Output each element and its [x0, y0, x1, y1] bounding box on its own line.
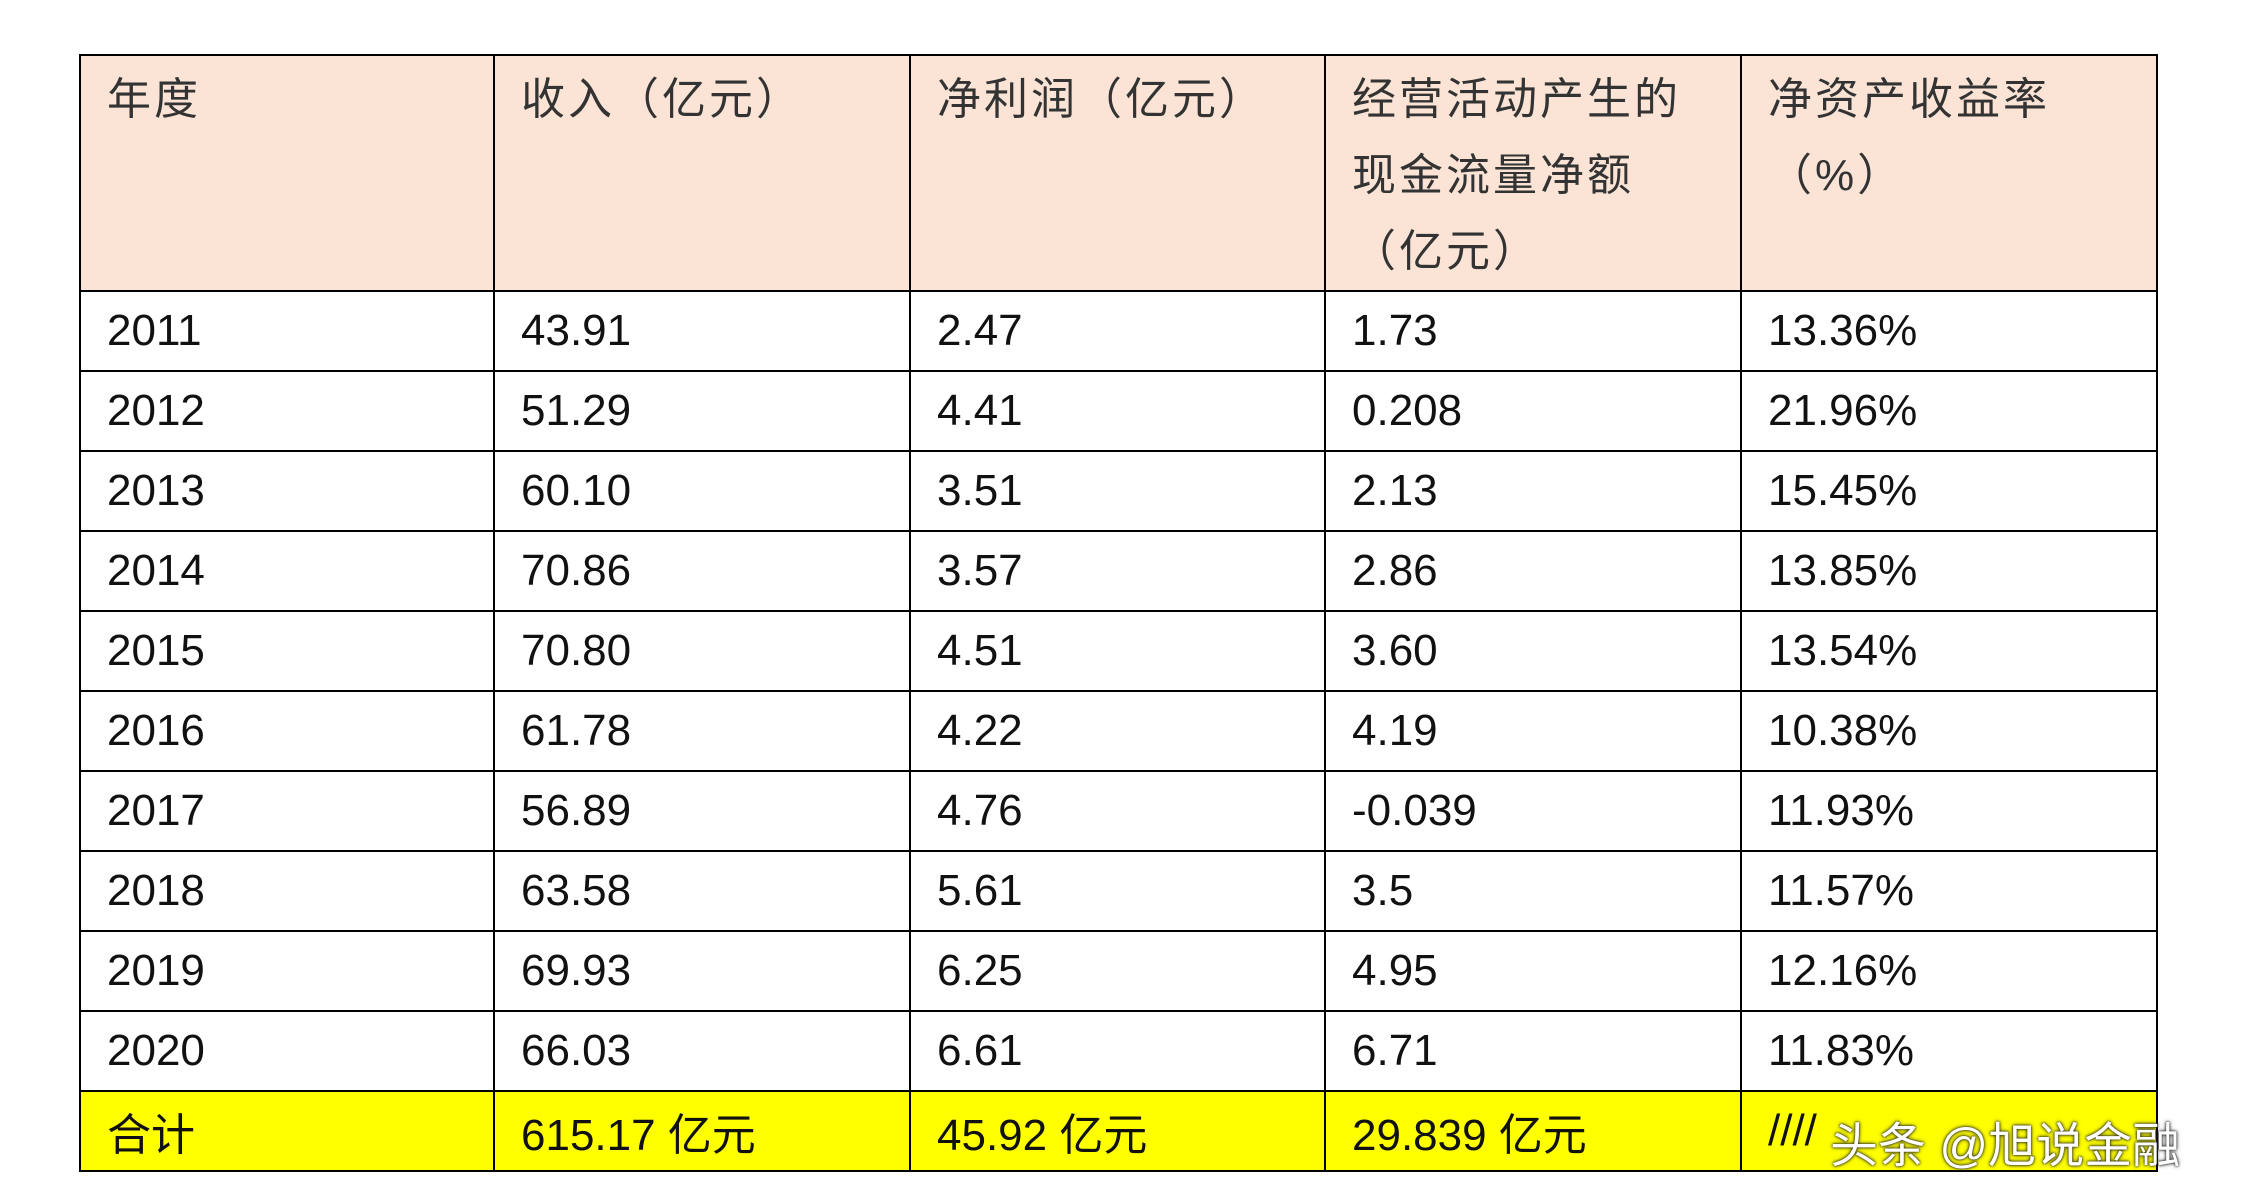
body-cell: -0.039: [1324, 770, 1742, 852]
total-cell: 45.92 亿元: [909, 1090, 1326, 1172]
body-cell: 60.10: [493, 450, 911, 532]
body-cell: 2014: [79, 530, 495, 612]
body-cell: 4.19: [1324, 690, 1742, 772]
head-cell: 净利润（亿元）: [909, 54, 1326, 292]
body-row: 2014 70.86 3.57 2.86 13.85%: [79, 530, 2158, 612]
body-cell: 2013: [79, 450, 495, 532]
body-cell: 15.45%: [1740, 450, 2158, 532]
body-row: 2017 56.89 4.76 -0.039 11.93%: [79, 770, 2158, 852]
total-cell: 合计: [79, 1090, 495, 1172]
body-cell: 4.41: [909, 370, 1326, 452]
body-cell: 11.83%: [1740, 1010, 2158, 1092]
body-cell: 6.61: [909, 1010, 1326, 1092]
watermark: 头条 @旭说金融: [1830, 1120, 2181, 1173]
body-cell: 12.16%: [1740, 930, 2158, 1012]
total-cell: 615.17 亿元: [493, 1090, 911, 1172]
body-cell: 61.78: [493, 690, 911, 772]
body-cell: 2020: [79, 1010, 495, 1092]
body-cell: 6.71: [1324, 1010, 1742, 1092]
body-cell: 51.29: [493, 370, 911, 452]
body-row: 2016 61.78 4.22 4.19 10.38%: [79, 690, 2158, 772]
total-cell: ////: [1740, 1090, 2158, 1172]
head-cell: 收入（亿元）: [493, 54, 911, 292]
body-cell: 63.58: [493, 850, 911, 932]
body-cell: 4.51: [909, 610, 1326, 692]
body-row: 2019 69.93 6.25 4.95 12.16%: [79, 930, 2158, 1012]
body-row: 2018 63.58 5.61 3.5 11.57%: [79, 850, 2158, 932]
body-cell: 2016: [79, 690, 495, 772]
body-row: 2015 70.80 4.51 3.60 13.54%: [79, 610, 2158, 692]
body-row: 2012 51.29 4.41 0.208 21.96%: [79, 370, 2158, 452]
body-cell: 13.36%: [1740, 290, 2158, 372]
body-cell: 2.47: [909, 290, 1326, 372]
body-cell: 4.95: [1324, 930, 1742, 1012]
body-cell: 21.96%: [1740, 370, 2158, 452]
body-cell: 3.60: [1324, 610, 1742, 692]
body-cell: 0.208: [1324, 370, 1742, 452]
body-cell: 69.93: [493, 930, 911, 1012]
total-cell: 29.839 亿元: [1324, 1090, 1742, 1172]
head-cell: 净资产收益率（%）: [1740, 54, 2158, 292]
body-cell: 2011: [79, 290, 495, 372]
body-cell: 11.57%: [1740, 850, 2158, 932]
body-cell: 2.86: [1324, 530, 1742, 612]
body-cell: 3.57: [909, 530, 1326, 612]
body-cell: 3.5: [1324, 850, 1742, 932]
body-cell: 5.61: [909, 850, 1326, 932]
body-row: 2011 43.91 2.47 1.73 13.36%: [79, 290, 2158, 372]
body-cell: 2.13: [1324, 450, 1742, 532]
body-cell: 70.86: [493, 530, 911, 612]
total-row: 合计 615.17 亿元 45.92 亿元 29.839 亿元////: [79, 1090, 2158, 1172]
body-cell: 1.73: [1324, 290, 1742, 372]
body-cell: 4.22: [909, 690, 1326, 772]
body-row: 2020 66.03 6.61 6.71 11.83%: [79, 1010, 2158, 1092]
body-cell: 3.51: [909, 450, 1326, 532]
body-cell: 11.93%: [1740, 770, 2158, 852]
body-cell: 2015: [79, 610, 495, 692]
body-cell: 56.89: [493, 770, 911, 852]
body-cell: 2017: [79, 770, 495, 852]
body-cell: 13.54%: [1740, 610, 2158, 692]
body-cell: 70.80: [493, 610, 911, 692]
head-cell: 年度: [79, 54, 495, 292]
body-cell: 66.03: [493, 1010, 911, 1092]
head-row: 年度 收入（亿元） 净利润（亿元） 经营活动产生的现金流量净额（亿元） 净资产收益率（%…: [79, 54, 2158, 292]
body-cell: 2012: [79, 370, 495, 452]
body-cell: 13.85%: [1740, 530, 2158, 612]
head-cell: 经营活动产生的现金流量净额（亿元）: [1324, 54, 1742, 292]
body-cell: 43.91: [493, 290, 911, 372]
body-cell: 2019: [79, 930, 495, 1012]
body-cell: 10.38%: [1740, 690, 2158, 772]
data-table: 年度 收入（亿元） 净利润（亿元） 经营活动产生的现金流量净额（亿元） 净资产收益率（%…: [79, 54, 2158, 1172]
body-cell: 2018: [79, 850, 495, 932]
body-row: 2013 60.10 3.51 2.13 15.45%: [79, 450, 2158, 532]
body-cell: 6.25: [909, 930, 1326, 1012]
body-cell: 4.76: [909, 770, 1326, 852]
